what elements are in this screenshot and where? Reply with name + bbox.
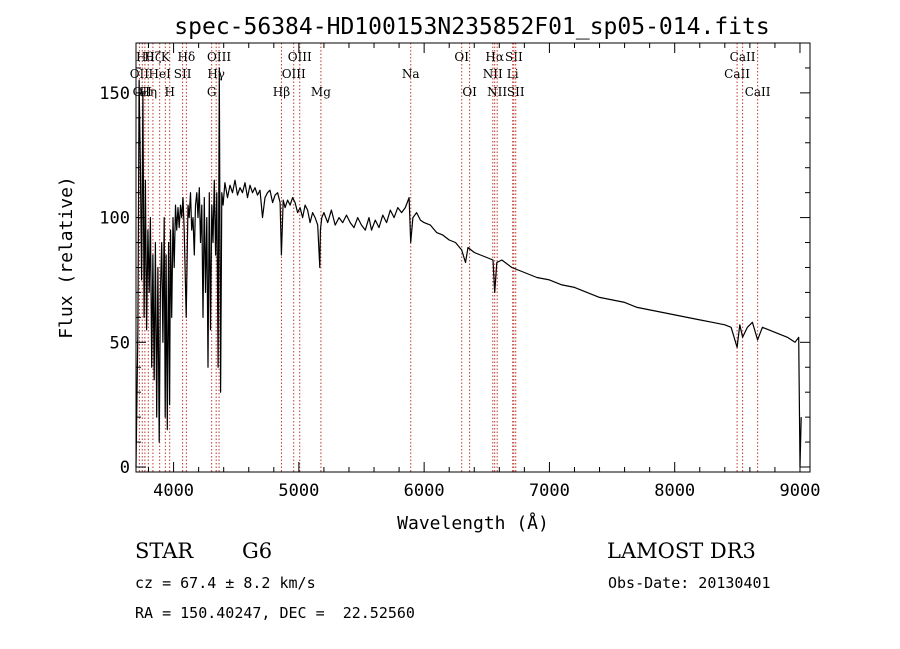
marker-label: Hγ: [207, 67, 225, 81]
x-tick-label: 9000: [780, 481, 821, 501]
y-tick-label: 50: [110, 333, 130, 353]
y-axis-label: Flux (relative): [56, 176, 77, 339]
marker-label: OIII: [207, 50, 231, 64]
marker-label: OII: [130, 67, 150, 81]
spectrum-series: [135, 67, 802, 468]
marker-label: Na: [402, 67, 420, 81]
sky-coordinates: RA = 150.40247, DEC = 22.52560: [135, 604, 415, 622]
spectral-subclass: G6: [242, 539, 273, 563]
marker-label: CaII: [730, 50, 756, 64]
redshift-velocity: cz = 67.4 ± 8.2 km/s: [135, 574, 316, 592]
x-tick-label: 8000: [654, 481, 695, 501]
marker-label: OI: [462, 85, 477, 99]
marker-label: K: [161, 50, 171, 64]
marker-label: Hβ: [273, 85, 290, 99]
observation-date: Obs-Date: 20130401: [608, 574, 771, 592]
marker-label: Hζ: [144, 50, 161, 64]
marker-label: SII: [505, 50, 523, 64]
x-tick-label: 6000: [404, 481, 445, 501]
axis-ticks: 4000 5000 6000 7000 8000 9000 0 50 100 150: [99, 43, 820, 501]
marker-label: CaII: [724, 67, 750, 81]
marker-label: Hθ: [136, 50, 154, 64]
marker-label: CaII: [745, 85, 771, 99]
y-tick-label: 100: [99, 209, 130, 229]
marker-label: NII: [483, 67, 503, 81]
x-tick-label: 7000: [529, 481, 570, 501]
marker-label: SII: [507, 85, 525, 99]
x-tick-label: 4000: [153, 481, 194, 501]
x-tick-label: 5000: [278, 481, 319, 501]
chart-title: spec-56384-HD100153N235852F01_sp05-014.f…: [174, 14, 769, 40]
marker-label: OI: [454, 50, 469, 64]
marker-label: Hη: [139, 85, 157, 99]
marker-label: H: [164, 85, 174, 99]
marker-label: Hα: [485, 50, 504, 64]
marker-label: Li: [507, 67, 519, 81]
object-class: STAR: [135, 539, 194, 563]
marker-label: OII: [133, 85, 153, 99]
survey-name: LAMOST DR3: [607, 539, 756, 563]
marker-label: SII: [174, 67, 192, 81]
plot-frame: [135, 42, 811, 473]
marker-label: OIII: [282, 67, 306, 81]
marker-label: Hδ: [178, 50, 196, 64]
marker-label: NII: [487, 85, 507, 99]
marker-label: HeI: [149, 67, 172, 81]
marker-label: G: [207, 85, 217, 99]
y-tick-label: 0: [120, 458, 130, 478]
x-axis-label: Wavelength (Å): [397, 512, 549, 534]
marker-label: Mg: [311, 85, 331, 99]
flux-line: [135, 67, 802, 468]
y-tick-label: 150: [99, 84, 130, 104]
marker-label: OIII: [288, 50, 312, 64]
line-markers: OIIOIIHθHηHζHeIKHSIIHδGHγOIIIHβOIIIOIIIM…: [130, 43, 771, 472]
